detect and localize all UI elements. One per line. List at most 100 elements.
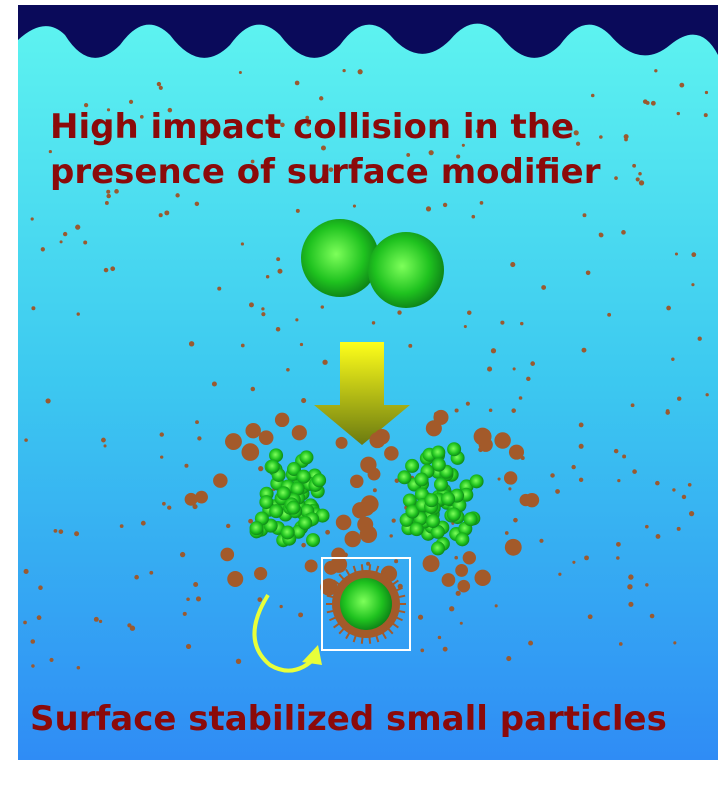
green-particle bbox=[447, 442, 461, 456]
brown-particle bbox=[360, 526, 377, 543]
dot bbox=[277, 269, 282, 274]
dot bbox=[195, 202, 199, 206]
dot bbox=[665, 410, 669, 414]
green-particle bbox=[250, 521, 264, 535]
brown-particle bbox=[336, 515, 352, 531]
dot bbox=[691, 252, 696, 257]
brown-particle bbox=[423, 555, 440, 572]
dot bbox=[159, 213, 163, 217]
dot bbox=[175, 193, 179, 197]
dot bbox=[574, 130, 579, 135]
dot bbox=[249, 302, 254, 307]
dot bbox=[645, 525, 649, 529]
dot bbox=[682, 495, 686, 499]
dot bbox=[286, 368, 290, 372]
dot bbox=[236, 659, 241, 664]
green-particle bbox=[281, 525, 295, 539]
brown-particle bbox=[442, 573, 456, 587]
brown-particle bbox=[384, 446, 399, 461]
dot bbox=[63, 232, 67, 236]
dot bbox=[74, 531, 79, 536]
dot bbox=[31, 217, 34, 220]
dot bbox=[295, 318, 298, 321]
dot bbox=[239, 71, 242, 74]
dot bbox=[572, 561, 575, 564]
dot bbox=[258, 466, 263, 471]
green-particle bbox=[397, 470, 411, 484]
dot bbox=[617, 479, 620, 482]
green-particle bbox=[298, 516, 312, 530]
dot bbox=[186, 597, 190, 601]
dot bbox=[372, 321, 375, 324]
dot bbox=[353, 204, 356, 207]
dot bbox=[160, 455, 163, 458]
brown-particle bbox=[457, 580, 470, 593]
title-line: High impact collision in the bbox=[50, 107, 574, 147]
green-particle bbox=[431, 541, 445, 555]
dot bbox=[632, 469, 637, 474]
dot bbox=[704, 113, 708, 117]
dot bbox=[296, 209, 300, 213]
dot bbox=[631, 403, 635, 407]
green-particle bbox=[447, 507, 461, 521]
brown-particle bbox=[504, 471, 517, 484]
dot bbox=[266, 275, 269, 278]
dot bbox=[342, 69, 345, 72]
dot bbox=[614, 176, 618, 180]
dot bbox=[38, 585, 43, 590]
brown-particle bbox=[241, 443, 259, 461]
dot bbox=[75, 225, 80, 230]
green-particle bbox=[266, 460, 280, 474]
dot bbox=[677, 396, 681, 400]
dot bbox=[184, 464, 188, 468]
dot bbox=[550, 473, 555, 478]
brown-particle bbox=[463, 551, 476, 564]
green-particle bbox=[297, 470, 311, 484]
dot bbox=[656, 534, 661, 539]
brown-particle bbox=[350, 475, 363, 488]
dot bbox=[586, 270, 591, 275]
dot bbox=[582, 348, 587, 353]
dot bbox=[77, 666, 81, 670]
dot bbox=[632, 164, 636, 168]
dot bbox=[530, 361, 535, 366]
dot bbox=[438, 636, 441, 639]
dot bbox=[261, 307, 264, 310]
dot bbox=[636, 177, 640, 181]
dot bbox=[579, 444, 584, 449]
dot bbox=[300, 343, 303, 346]
dot bbox=[627, 584, 632, 589]
brown-particle bbox=[474, 570, 490, 586]
brown-particle bbox=[225, 433, 242, 450]
dot bbox=[105, 201, 109, 205]
dot bbox=[77, 312, 80, 315]
dot bbox=[45, 398, 50, 403]
dot bbox=[31, 664, 34, 667]
brown-particle bbox=[292, 425, 307, 440]
brown-particle bbox=[305, 560, 318, 573]
dot bbox=[467, 310, 472, 315]
dot bbox=[513, 518, 518, 523]
dot bbox=[392, 519, 396, 523]
dot bbox=[37, 615, 42, 620]
dot bbox=[539, 539, 543, 543]
dot bbox=[197, 436, 201, 440]
dot bbox=[489, 408, 493, 412]
dot bbox=[31, 306, 35, 310]
dot bbox=[443, 647, 448, 652]
dot bbox=[579, 478, 583, 482]
dot bbox=[526, 377, 530, 381]
dot bbox=[639, 180, 644, 185]
dot bbox=[621, 230, 626, 235]
brown-particle bbox=[361, 495, 379, 513]
dot bbox=[160, 432, 164, 436]
dot bbox=[130, 626, 135, 631]
brown-particle bbox=[369, 432, 385, 448]
dot bbox=[705, 91, 708, 94]
dot bbox=[505, 531, 509, 535]
dot bbox=[491, 348, 496, 353]
dot bbox=[106, 194, 110, 198]
green-particle bbox=[455, 532, 469, 546]
dot bbox=[257, 597, 262, 602]
dot bbox=[480, 201, 484, 205]
